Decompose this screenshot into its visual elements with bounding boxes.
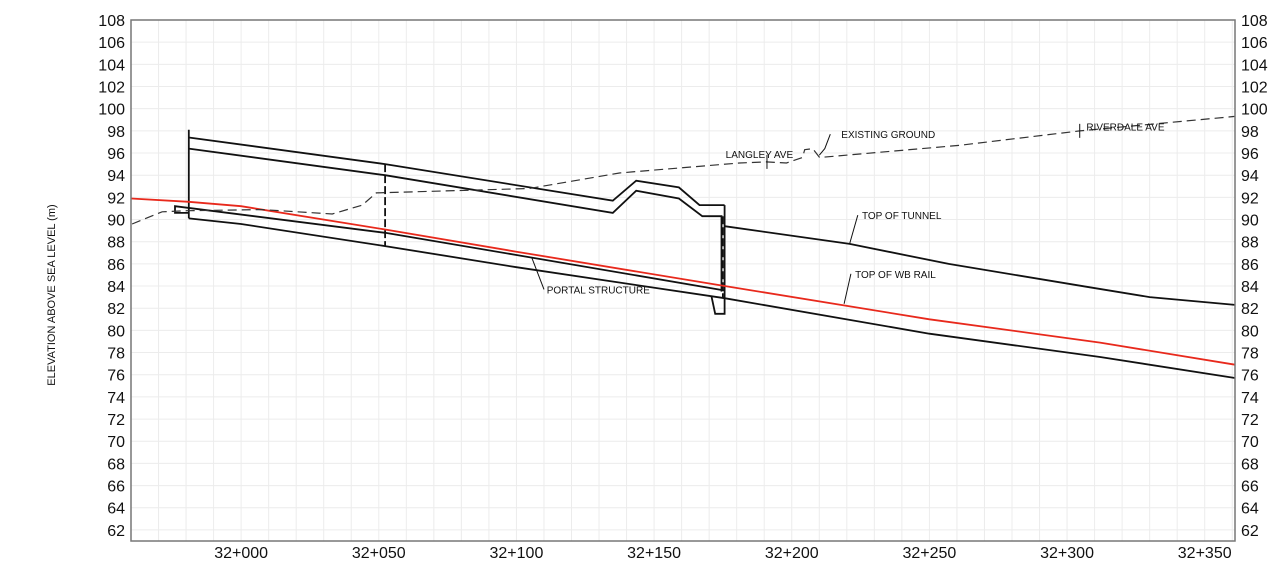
y-tick-label: 100	[98, 102, 125, 119]
langley-ave-label: LANGLEY AVE	[726, 150, 794, 161]
y-axis-right: 62 64 66 68 70 72 74 76 78 80 82 84 86 88 90 92 94 96 98 10…	[1241, 13, 1268, 540]
x-tick-label: 32+350	[1178, 545, 1232, 562]
y-tick-label: 104	[98, 57, 125, 74]
y-tick-label: 66	[1241, 479, 1259, 496]
y-tick-label: 106	[98, 35, 125, 52]
y-tick-label: 82	[107, 301, 125, 318]
y-tick-label: 78	[107, 346, 125, 363]
y-tick-label: 70	[1241, 434, 1259, 451]
y-tick-label: 96	[1241, 146, 1259, 163]
y-tick-label: 82	[1241, 301, 1259, 318]
top-of-wb-rail-line	[130, 197, 1236, 366]
x-tick-label: 32+050	[352, 545, 406, 562]
y-tick-label: 62	[107, 523, 125, 540]
y-tick-label: 100	[1241, 102, 1268, 119]
y-tick-label: 90	[1241, 213, 1259, 230]
y-tick-label: 74	[107, 390, 125, 407]
y-tick-label: 62	[1241, 523, 1259, 540]
top-of-tunnel-leader	[849, 214, 859, 245]
y-tick-label: 74	[1241, 390, 1259, 407]
y-tick-label: 98	[107, 124, 125, 141]
x-tick-label: 32+000	[214, 545, 268, 562]
y-tick-label: 98	[1241, 124, 1259, 141]
y-tick-label: 90	[107, 213, 125, 230]
portal-structure-leader	[531, 257, 545, 290]
grid	[131, 20, 1235, 541]
x-tick-label: 32+150	[627, 545, 681, 562]
y-tick-label: 66	[107, 479, 125, 496]
y-tick-label: 86	[1241, 257, 1259, 274]
y-axis-title: ELEVATION ABOVE SEA LEVEL (m)	[46, 204, 58, 385]
y-tick-label: 70	[107, 434, 125, 451]
y-tick-label: 64	[1241, 501, 1259, 518]
portal-structure-outline	[174, 205, 725, 292]
y-tick-label: 102	[98, 80, 125, 97]
top-of-wb-rail-leader	[843, 273, 852, 304]
y-tick-label: 72	[107, 412, 125, 429]
existing-ground-line	[131, 115, 1236, 225]
top-of-wb-rail-label: TOP OF WB RAIL	[855, 270, 936, 281]
y-tick-label: 94	[1241, 168, 1259, 185]
y-tick-label: 102	[1241, 80, 1268, 97]
profile-lines	[130, 115, 1236, 379]
y-tick-label: 80	[1241, 323, 1259, 340]
portal-structure-outline	[710, 205, 726, 315]
x-tick-label: 32+250	[902, 545, 956, 562]
existing-ground-leader	[818, 134, 831, 156]
y-tick-label: 76	[1241, 368, 1259, 385]
y-tick-label: 92	[1241, 190, 1259, 207]
y-tick-label: 108	[98, 13, 125, 30]
y-tick-label: 108	[1241, 13, 1268, 30]
y-tick-label: 106	[1241, 35, 1268, 52]
y-tick-label: 88	[107, 235, 125, 252]
y-axis-left: 62 64 66 68 70 72 74 76 78 80 82 84 86 88 90 92 94 96 98 10…	[98, 13, 125, 540]
y-tick-label: 88	[1241, 235, 1259, 252]
top-of-tunnel-line	[724, 225, 1236, 306]
portal-structure-label: PORTAL STRUCTURE	[547, 285, 650, 296]
portal-structure-outline	[188, 147, 723, 292]
y-tick-label: 84	[1241, 279, 1259, 296]
y-tick-label: 94	[107, 168, 125, 185]
y-tick-label: 92	[107, 190, 125, 207]
top-of-tunnel-label: TOP OF TUNNEL	[862, 211, 942, 222]
portal-structure-line	[188, 217, 1236, 379]
y-tick-label: 78	[1241, 346, 1259, 363]
x-tick-label: 32+300	[1040, 545, 1094, 562]
y-tick-label: 80	[107, 323, 125, 340]
y-tick-label: 68	[1241, 456, 1259, 473]
annotations: EXISTING GROUND LANGLEY AVE RIVERDALE AVE T…	[531, 122, 1165, 304]
y-tick-label: 84	[107, 279, 125, 296]
riverdale-ave-label: RIVERDALE AVE	[1086, 122, 1165, 133]
x-axis: 32+000 32+050 32+100 32+150 32+200 32+250 32+3…	[214, 545, 1232, 562]
y-tick-label: 76	[107, 368, 125, 385]
existing-ground-label: EXISTING GROUND	[841, 130, 935, 141]
y-tick-label: 68	[107, 456, 125, 473]
x-tick-label: 32+200	[765, 545, 819, 562]
y-tick-label: 64	[107, 501, 125, 518]
y-tick-label: 86	[107, 257, 125, 274]
x-tick-label: 32+100	[490, 545, 544, 562]
y-tick-label: 96	[107, 146, 125, 163]
y-tick-label: 72	[1241, 412, 1259, 429]
plot-frame	[130, 19, 1236, 542]
y-tick-label: 104	[1241, 57, 1268, 74]
